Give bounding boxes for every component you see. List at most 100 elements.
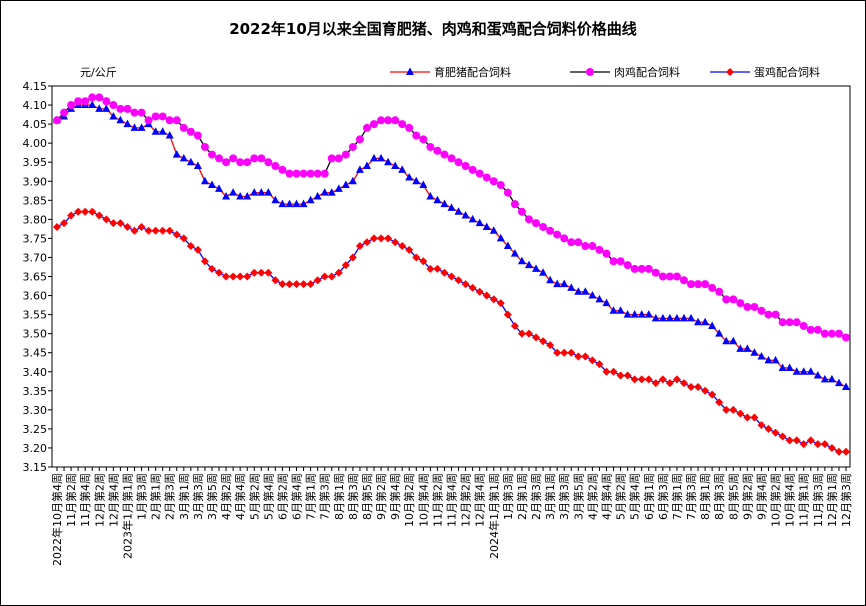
point	[602, 249, 611, 258]
point	[285, 169, 294, 178]
point	[679, 313, 688, 322]
point	[215, 154, 224, 163]
x-tick-label: 5月第2周	[614, 473, 628, 520]
point	[595, 294, 604, 303]
point	[327, 272, 336, 281]
y-tick-label: 3.95	[23, 156, 48, 169]
point	[750, 302, 759, 311]
point	[278, 165, 287, 174]
point	[109, 101, 118, 110]
point	[53, 222, 61, 231]
x-tick-label: 6月第1周	[642, 473, 656, 520]
x-tick-label: 11月第1周	[797, 473, 811, 527]
point	[341, 261, 350, 270]
point	[771, 428, 780, 437]
point	[243, 272, 252, 281]
x-tick-label: 2月第3周	[529, 473, 543, 520]
point	[665, 313, 674, 322]
point	[405, 123, 414, 132]
point	[729, 405, 738, 414]
point	[687, 280, 696, 289]
point	[694, 280, 703, 289]
point	[637, 264, 646, 273]
point	[158, 112, 167, 121]
point	[137, 108, 146, 117]
point	[341, 150, 350, 159]
x-tick-label: 7月第3周	[318, 473, 332, 520]
point	[320, 188, 329, 196]
point	[137, 123, 146, 131]
point	[461, 162, 470, 171]
x-tick-label: 7月第1周	[304, 473, 318, 520]
point	[736, 409, 745, 418]
legend-marker	[406, 67, 414, 75]
x-tick-label: 8月第5周	[726, 473, 740, 520]
point	[355, 135, 364, 144]
point	[722, 295, 731, 304]
point	[193, 131, 202, 140]
point	[200, 142, 209, 151]
point	[658, 313, 667, 322]
point	[743, 344, 752, 352]
point	[334, 154, 343, 163]
point	[306, 195, 315, 204]
point	[292, 199, 301, 208]
point	[130, 123, 139, 131]
point	[123, 119, 132, 128]
point	[743, 302, 752, 311]
point	[750, 413, 759, 422]
point	[433, 195, 442, 204]
point	[440, 199, 449, 208]
x-tick-label: 8月第1周	[332, 473, 346, 520]
point	[426, 191, 435, 200]
point	[348, 142, 357, 151]
point	[384, 157, 393, 166]
x-tick-label: 9月第4周	[754, 473, 768, 520]
point	[672, 313, 681, 322]
point	[489, 177, 498, 186]
point	[186, 127, 195, 136]
point	[313, 191, 322, 200]
point	[679, 276, 688, 285]
point	[510, 200, 519, 209]
point	[222, 272, 231, 281]
y-tick-label: 4.00	[23, 137, 48, 150]
point	[151, 226, 160, 235]
point	[299, 169, 308, 178]
point	[546, 275, 555, 284]
point	[609, 367, 618, 376]
point	[222, 158, 231, 167]
point	[264, 268, 273, 277]
x-tick-label: 6月第4周	[290, 473, 304, 520]
point	[588, 356, 597, 365]
x-tick-label: 2022年10月第4周	[50, 473, 64, 566]
point	[405, 172, 414, 181]
point	[74, 97, 83, 106]
point	[370, 120, 379, 129]
point	[165, 131, 174, 139]
point	[88, 93, 97, 102]
point	[426, 142, 435, 151]
point	[377, 116, 386, 125]
point	[827, 374, 836, 383]
point	[137, 222, 146, 231]
point	[623, 261, 632, 270]
x-tick-label: 8月第5周	[360, 473, 374, 520]
point	[799, 440, 808, 449]
x-tick-label: 6月第2周	[275, 473, 289, 520]
point	[179, 234, 188, 243]
point	[567, 238, 576, 247]
point	[384, 234, 393, 243]
point	[496, 233, 505, 242]
point	[672, 375, 681, 384]
point	[644, 264, 653, 273]
point	[708, 390, 717, 399]
point	[792, 367, 801, 375]
point	[546, 226, 555, 235]
point	[546, 341, 555, 350]
point	[116, 115, 125, 124]
point	[574, 238, 583, 247]
x-tick-label: 9月第2周	[374, 473, 388, 520]
